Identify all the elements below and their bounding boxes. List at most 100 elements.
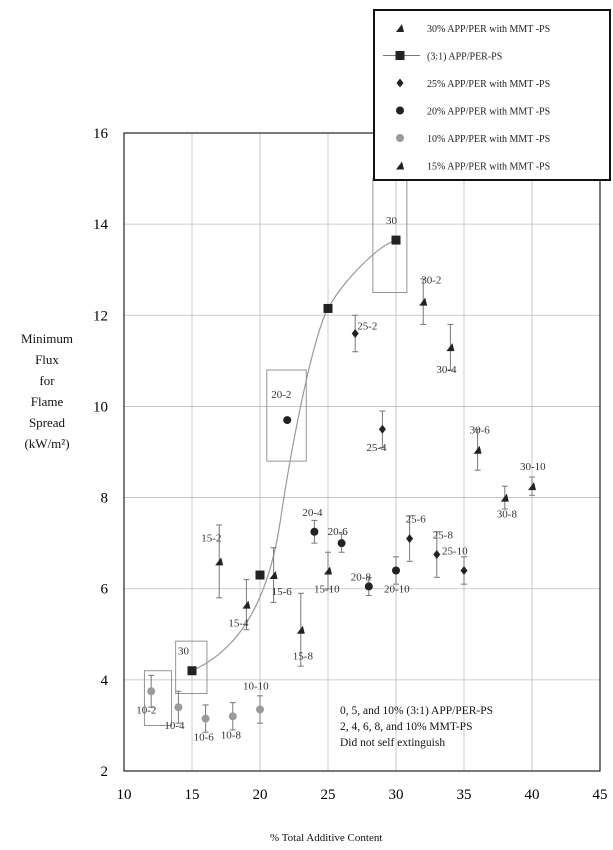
data-point: [228, 712, 237, 721]
legend-entry: 10% APP/PER with MMT -PS: [427, 134, 550, 145]
y-axis-label-line: Spread: [28, 415, 66, 430]
point-label: 15-6: [272, 586, 293, 598]
legend-entry: (3:1) APP/PER-PS: [427, 52, 502, 63]
data-point: [391, 235, 401, 245]
data-point: [269, 571, 278, 580]
x-tick-label: 45: [593, 787, 608, 803]
y-tick-label: 12: [93, 308, 108, 324]
y-axis-label-line: Minimum: [20, 331, 73, 346]
legend-entry: 15% APP/PER with MMT -PS: [427, 162, 550, 173]
legend-marker: [396, 78, 404, 88]
point-label: 30-8: [497, 509, 518, 521]
data-point: [255, 570, 265, 580]
legend-marker: [396, 134, 404, 142]
y-tick-label: 2: [101, 764, 109, 780]
plot-frame: [123, 132, 601, 772]
data-point: [392, 566, 400, 575]
annotation-line: 2, 4, 6, 8, and 10% MMT-PS: [340, 721, 473, 733]
point-label: 10-6: [194, 732, 215, 744]
point-label: 10-2: [136, 704, 156, 716]
y-axis-label-line: (kW/m²): [24, 436, 70, 451]
point-label: 25-8: [433, 530, 454, 542]
point-label: 30-2: [421, 275, 441, 287]
data-point: [337, 539, 346, 548]
trend-curve: [191, 239, 397, 672]
highlight-box: [143, 670, 173, 726]
legend-marker: [395, 51, 405, 60]
point-label: 30-4: [436, 364, 457, 376]
data-point: [378, 424, 386, 434]
point-label: 20-10: [384, 583, 410, 595]
y-axis-label: Minimum Flux for Flame Spread (kW/m²): [6, 328, 88, 454]
point-label: 15-8: [293, 651, 314, 663]
x-axis-label: % Total Additive Content: [270, 832, 383, 844]
x-tick-label: 20: [253, 787, 268, 803]
x-tick-label: 10: [117, 787, 132, 803]
point-label: 20-8: [351, 571, 372, 583]
x-tick-label: 15: [185, 787, 200, 803]
data-point: [310, 527, 319, 536]
data-point: [323, 303, 333, 313]
point-label: 25-10: [442, 545, 468, 557]
highlight-box: [175, 640, 208, 694]
data-point: [201, 714, 210, 723]
y-axis-label-line: for: [39, 373, 55, 388]
legend-entry: 30% APP/PER with MMT -PS: [427, 24, 550, 35]
point-label: 25-4: [366, 442, 387, 454]
point-label: 10-10: [243, 680, 269, 692]
y-tick-label: 16: [93, 126, 109, 142]
highlight-box: [266, 369, 307, 462]
point-label: 25-2: [357, 321, 377, 333]
y-tick-label: 10: [93, 399, 108, 415]
legend-entry: 20% APP/PER with MMT -PS: [427, 107, 550, 118]
point-label: 30-6: [470, 425, 491, 437]
data-point: [351, 329, 359, 339]
data-point: [528, 482, 536, 491]
legend-marker: [396, 161, 404, 170]
data-point: [500, 493, 509, 502]
point-label: 20-2: [271, 389, 291, 401]
point-label: 30: [386, 215, 398, 227]
point-label: 20-6: [328, 526, 349, 538]
data-point: [283, 416, 292, 425]
legend-box: [373, 9, 611, 181]
data-point: [147, 687, 156, 696]
legend-marker: [396, 106, 404, 115]
point-label: 10-8: [221, 729, 242, 741]
data-point: [242, 600, 251, 609]
data-point: [433, 550, 441, 560]
point-label: 15-10: [314, 583, 340, 595]
y-tick-label: 14: [93, 217, 109, 233]
data-point: [324, 566, 332, 575]
point-label: 30: [178, 646, 190, 658]
point-label: 25-6: [406, 514, 427, 526]
data-point: [419, 297, 428, 306]
y-tick-label: 6: [101, 582, 109, 598]
point-label: 15-4: [228, 618, 249, 630]
y-axis-label-line: Flame: [30, 394, 64, 409]
legend-entry: 25% APP/PER with MMT -PS: [427, 79, 550, 90]
data-point: [215, 557, 224, 566]
x-tick-label: 35: [457, 787, 472, 803]
data-point: [256, 705, 264, 714]
annotation-line: 0, 5, and 10% (3:1) APP/PER-PS: [340, 705, 494, 717]
data-point: [473, 445, 482, 454]
data-point: [296, 625, 305, 634]
y-axis-label-line: Flux: [35, 352, 59, 367]
data-point: [446, 343, 455, 352]
highlight-box: [372, 178, 408, 293]
x-tick-label: 25: [321, 787, 336, 803]
x-tick-label: 30: [389, 787, 404, 803]
annotation-line: Did not self extinguish: [340, 737, 446, 749]
data-point: [187, 666, 197, 676]
data-point: [174, 703, 183, 712]
data-point: [406, 534, 414, 544]
point-label: 15-2: [201, 532, 221, 544]
annotation-note: 0, 5, and 10% (3:1) APP/PER-PS 2, 4, 6, …: [340, 703, 493, 751]
y-tick-label: 4: [101, 673, 109, 689]
point-label: 20-4: [302, 507, 323, 519]
y-tick-label: 8: [101, 491, 109, 507]
point-label: 10-4: [164, 720, 185, 732]
legend: 30% APP/PER with MMT -PS (3:1) APP/PER-PS…: [373, 9, 611, 181]
